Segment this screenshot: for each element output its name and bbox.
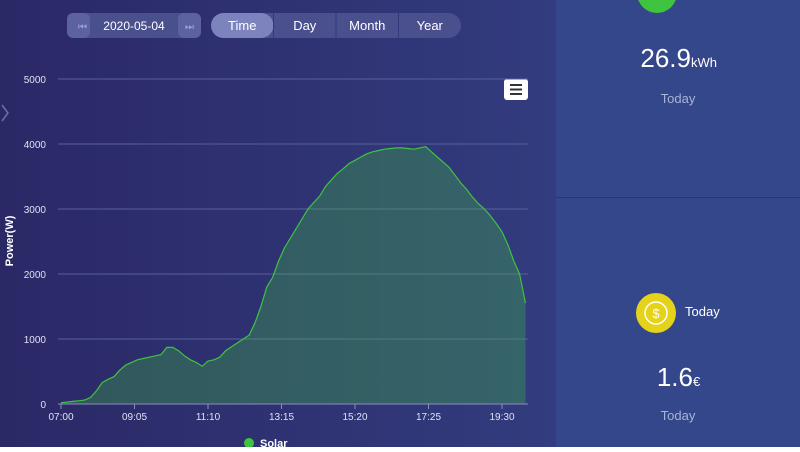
y-tick-label: 0 — [40, 400, 46, 411]
energy-unit: kWh — [691, 55, 717, 70]
x-tick-label: 17:25 — [416, 412, 441, 423]
x-tick-label: 09:05 — [122, 412, 147, 423]
x-tick-label: 07:00 — [48, 412, 73, 423]
view-button[interactable]: Day — [293, 18, 317, 33]
y-tick-label: 2000 — [24, 270, 47, 281]
y-tick-label: 1000 — [24, 335, 47, 346]
income-caption: Today — [661, 408, 696, 423]
date-picker[interactable] — [67, 13, 201, 38]
income-unit: € — [693, 374, 701, 389]
y-axis-title: Power(W) — [4, 215, 16, 266]
money-ring — [644, 301, 668, 325]
chart-panel — [0, 0, 556, 447]
energy-card — [556, 0, 800, 197]
view-button[interactable]: Year — [417, 18, 444, 33]
money-symbol: $ — [652, 306, 660, 321]
view-active — [211, 13, 274, 38]
line — [60, 145, 527, 404]
x-tick-label: 13:15 — [269, 412, 294, 423]
view-button[interactable]: Time — [228, 18, 256, 33]
prev-icon: ⏮ — [78, 22, 87, 33]
next-icon: ⏭ — [185, 22, 194, 33]
income-label: Today — [685, 304, 720, 319]
date-text: 2020-05-04 — [103, 19, 165, 33]
income-value: 1.6 — [657, 362, 693, 392]
view-button[interactable]: Month — [349, 18, 385, 33]
legend-label[interactable]: Solar — [260, 438, 288, 450]
energy-caption: Today — [661, 91, 696, 106]
y-tick-label: 3000 — [24, 205, 47, 216]
y-tick-label: 5000 — [24, 75, 47, 86]
solar-icon — [638, 0, 676, 13]
income-card — [556, 198, 800, 447]
side-arrow[interactable] — [1, 104, 9, 122]
prev-date[interactable] — [67, 13, 90, 38]
x-tick-label: 11:10 — [196, 412, 221, 423]
y-tick-label: 4000 — [24, 140, 47, 151]
area — [61, 146, 526, 404]
legend-marker — [244, 438, 254, 448]
money-icon — [636, 293, 676, 333]
next-date[interactable] — [178, 13, 201, 38]
menu-icon — [510, 84, 522, 95]
x-tick-label: 19:30 — [489, 412, 514, 423]
x-tick-label: 15:20 — [342, 412, 367, 423]
energy-value: 26.9 — [640, 43, 691, 73]
